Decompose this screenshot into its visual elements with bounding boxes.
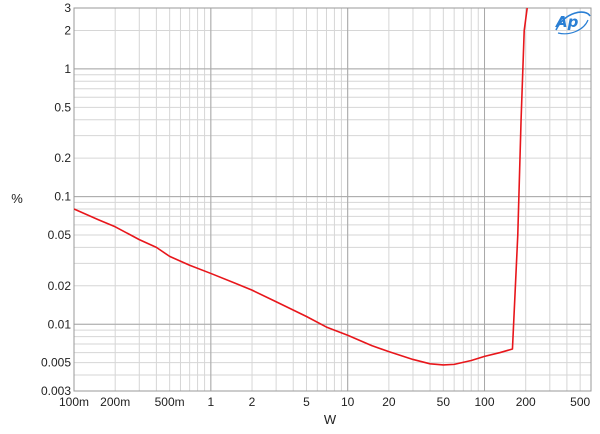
series-line	[74, 7, 528, 366]
y-tick-label: 1	[64, 62, 71, 76]
y-tick-label: 0.2	[54, 151, 71, 165]
y-tick-labels: 0.003 0.005 0.01 0.02 0.05 0.1 0.2 0.5 1 2 3	[41, 1, 71, 398]
logo-swoosh	[555, 11, 591, 31]
logo-text: Ap	[555, 13, 579, 31]
series-layer	[74, 7, 528, 366]
x-tick-label: 50	[437, 395, 451, 409]
y-tick-label: 3	[64, 1, 71, 15]
x-tick-label: 200	[516, 395, 536, 409]
y-tick-label: 0.5	[54, 100, 71, 114]
x-tick-label: 20	[382, 395, 396, 409]
y-tick-label: 0.005	[41, 356, 71, 370]
x-axis-label: W	[324, 412, 337, 427]
x-tick-label: 500	[570, 395, 590, 409]
plot-background	[74, 8, 591, 391]
y-tick-label: 0.02	[48, 279, 72, 293]
x-tick-label: 2	[249, 395, 256, 409]
x-tick-label: 1	[207, 395, 214, 409]
plot-frame	[73, 7, 592, 392]
logo-swoosh-lower	[557, 19, 589, 35]
x-tick-label: 10	[341, 395, 355, 409]
ap-logo: Ap	[555, 11, 591, 35]
y-tick-label: 0.1	[54, 190, 71, 204]
y-axis-label: %	[11, 191, 23, 206]
x-tick-label: 100m	[59, 395, 89, 409]
y-tick-label: 2	[64, 23, 71, 37]
x-tick-label: 200m	[100, 395, 130, 409]
x-tick-label: 100	[475, 395, 495, 409]
x-tick-label: 500m	[155, 395, 185, 409]
y-tick-label: 0.01	[48, 317, 72, 331]
y-tick-label: 0.003	[41, 384, 71, 398]
x-tick-label: 5	[303, 395, 310, 409]
x-tick-labels: 100m 200m 500m 1 2 5 10 20 50 100 200 500	[59, 395, 591, 409]
y-tick-label: 0.05	[48, 228, 72, 242]
